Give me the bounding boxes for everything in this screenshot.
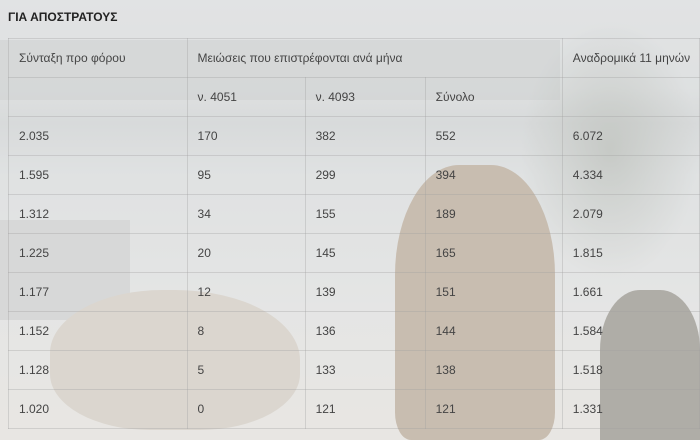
cell-pension: 1.177 — [8, 272, 188, 312]
subheader-row: ν. 4051 ν. 4093 Σύνολο — [8, 77, 700, 117]
table-row: 2.035 170 382 552 6.072 — [8, 116, 700, 156]
cell-cut-4051: 95 — [186, 155, 306, 195]
cell-retroactive: 1.584 — [561, 311, 700, 351]
cell-cut-4051: 20 — [186, 233, 306, 273]
cell-cut-4051: 34 — [186, 194, 306, 234]
table-row: 1.312 34 155 189 2.079 — [8, 194, 700, 234]
table-title: ΓΙΑ ΑΠΟΣΤΡΑΤΟΥΣ — [8, 10, 118, 24]
pension-table: Σύνταξη προ φόρου Μειώσεις που επιστρέφο… — [8, 38, 700, 429]
cell-cut-4093: 121 — [304, 389, 426, 429]
table-row: 1.152 8 136 144 1.584 — [8, 311, 700, 351]
cell-retroactive: 4.334 — [561, 155, 700, 195]
cell-cut-4093: 133 — [304, 350, 426, 390]
cell-cut-total: 151 — [424, 272, 563, 312]
header-retroactive: Αναδρομικά 11 μηνών — [561, 38, 700, 78]
cell-retroactive: 1.815 — [561, 233, 700, 273]
cell-retroactive: 1.661 — [561, 272, 700, 312]
cell-cut-4093: 139 — [304, 272, 426, 312]
cell-pension: 1.595 — [8, 155, 188, 195]
cell-cut-4051: 170 — [186, 116, 306, 156]
cell-pension: 1.020 — [8, 389, 188, 429]
cell-retroactive: 6.072 — [561, 116, 700, 156]
cell-pension: 1.128 — [8, 350, 188, 390]
cell-retroactive: 1.331 — [561, 389, 700, 429]
subheader-total: Σύνολο — [424, 77, 563, 117]
cell-cut-4093: 145 — [304, 233, 426, 273]
cell-pension: 1.152 — [8, 311, 188, 351]
cell-cut-total: 144 — [424, 311, 563, 351]
cell-pension: 2.035 — [8, 116, 188, 156]
header-reductions: Μειώσεις που επιστρέφονται ανά μήνα — [186, 38, 563, 78]
subheader-4051: ν. 4051 — [186, 77, 306, 117]
cell-pension: 1.312 — [8, 194, 188, 234]
cell-cut-total: 121 — [424, 389, 563, 429]
cell-retroactive: 1.518 — [561, 350, 700, 390]
cell-cut-4051: 5 — [186, 350, 306, 390]
header-row: Σύνταξη προ φόρου Μειώσεις που επιστρέφο… — [8, 38, 700, 78]
cell-cut-total: 189 — [424, 194, 563, 234]
cell-cut-total: 138 — [424, 350, 563, 390]
table-row: 1.595 95 299 394 4.334 — [8, 155, 700, 195]
subheader-4093: ν. 4093 — [304, 77, 426, 117]
cell-cut-4093: 299 — [304, 155, 426, 195]
cell-retroactive: 2.079 — [561, 194, 700, 234]
cell-cut-4051: 0 — [186, 389, 306, 429]
table-row: 1.177 12 139 151 1.661 — [8, 272, 700, 312]
cell-cut-4051: 8 — [186, 311, 306, 351]
header-pension: Σύνταξη προ φόρου — [8, 38, 188, 78]
table-row: 1.225 20 145 165 1.815 — [8, 233, 700, 273]
cell-cut-4093: 136 — [304, 311, 426, 351]
cell-cut-4051: 12 — [186, 272, 306, 312]
cell-cut-total: 165 — [424, 233, 563, 273]
cell-cut-total: 394 — [424, 155, 563, 195]
table-row: 1.020 0 121 121 1.331 — [8, 389, 700, 429]
cell-cut-4093: 155 — [304, 194, 426, 234]
cell-cut-total: 552 — [424, 116, 563, 156]
cell-cut-4093: 382 — [304, 116, 426, 156]
cell-pension: 1.225 — [8, 233, 188, 273]
table-row: 1.128 5 133 138 1.518 — [8, 350, 700, 390]
